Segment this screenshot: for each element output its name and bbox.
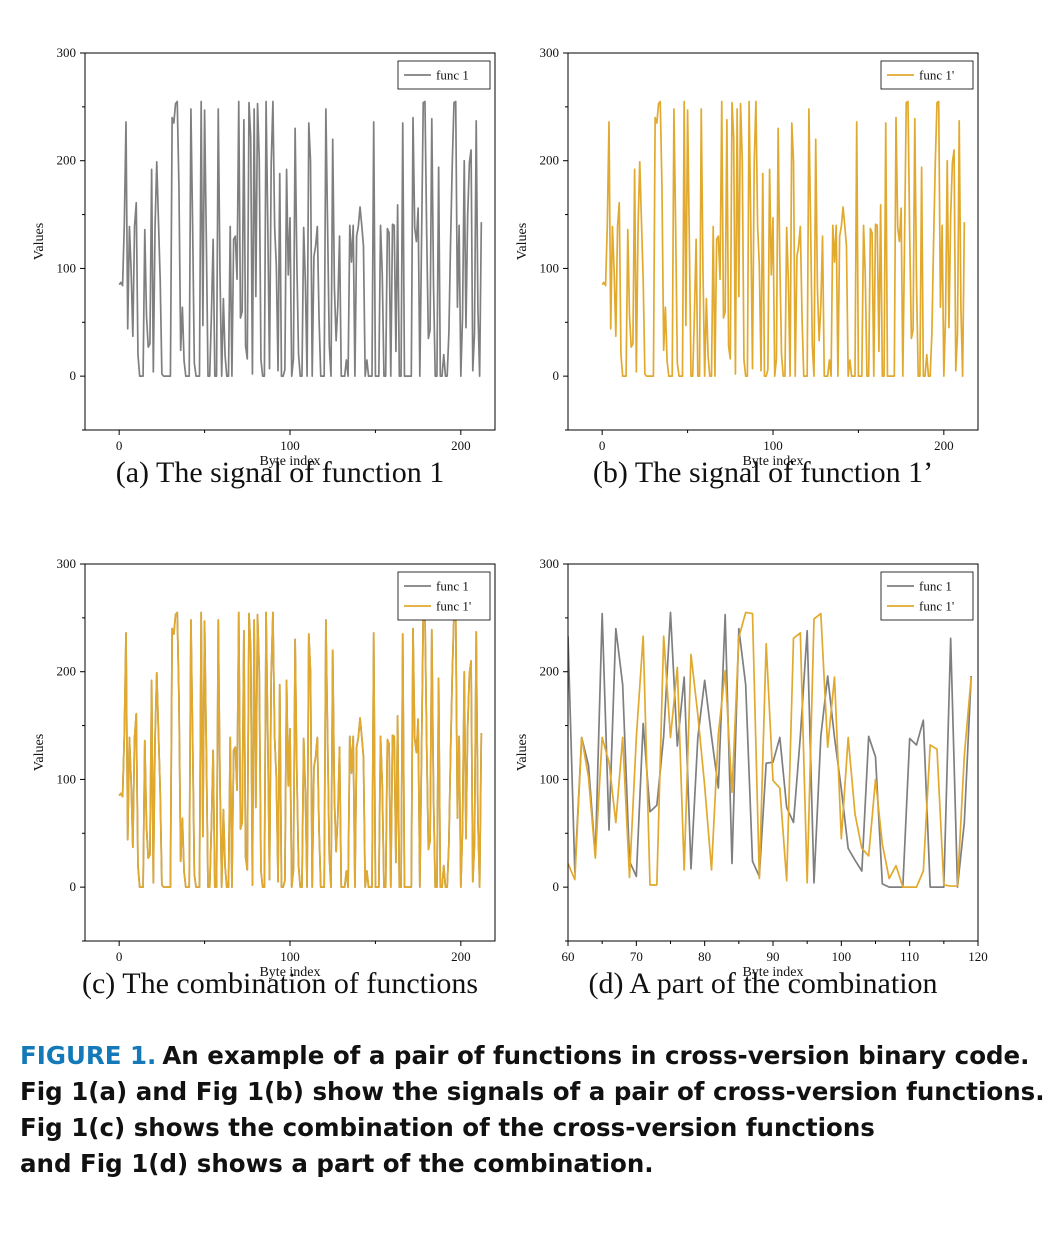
x-tick-label: 200 (934, 438, 954, 453)
y-tick-label: 0 (70, 879, 77, 894)
y-axis-label: Values (515, 734, 530, 771)
y-tick-label: 300 (540, 556, 560, 571)
x-tick-label: 60 (562, 949, 575, 964)
y-tick-label: 0 (553, 368, 560, 383)
x-tick-label: 100 (280, 438, 300, 453)
chart-b-svg: 0 100 200 0 100 200 300 Byte index Values func 1' (515, 45, 979, 469)
chart-d-svg: 60 70 80 90 100 110 120 0 100 200 300 Byte index Val… (515, 556, 988, 980)
y-axis-label: Values (515, 223, 530, 260)
x-tick-label: 110 (900, 949, 919, 964)
y-tick-label: 200 (57, 153, 77, 168)
caption-text-1: An example of a pair of functions in cro… (162, 1041, 1030, 1070)
series-line-d-0 (568, 611, 973, 888)
x-tick-label: 200 (451, 949, 471, 964)
y-tick-label: 200 (540, 153, 560, 168)
plot-frame-d (567, 563, 979, 942)
legend-box (880, 571, 974, 621)
y-tick-label: 0 (553, 879, 560, 894)
chart-panel-c: 0 100 200 0 100 200 300 Byte index Values func 1 f… (30, 541, 530, 1011)
x-axis-label: Byte index (742, 965, 803, 980)
series-line-c-1 (118, 611, 483, 888)
legend-label: func 1 (436, 579, 469, 594)
x-axis-label: Byte index (742, 454, 803, 469)
legend-label: func 1' (919, 599, 954, 614)
x-axis-label: Byte index (259, 965, 320, 980)
chart-c-svg: 0 100 200 0 100 200 300 Byte index Values func 1 f… (32, 556, 496, 980)
x-tick-label: 80 (698, 949, 711, 964)
figure-caption: FIGURE 1. An example of a pair of functio… (20, 1038, 1045, 1182)
chart-panel-a: 0 100 200 0 100 200 300 Byte index Values func 1 … (30, 30, 530, 500)
x-tick-label: 0 (116, 949, 123, 964)
caption-line-1: FIGURE 1. An example of a pair of functio… (20, 1038, 1030, 1074)
legend-label: func 1' (436, 599, 471, 614)
x-tick-label: 100 (763, 438, 783, 453)
y-tick-label: 100 (540, 260, 560, 275)
series-line-a-0 (118, 100, 483, 377)
chart-panel-b: 0 100 200 0 100 200 300 Byte index Values func 1'… (513, 30, 1013, 500)
legend-label: func 1 (919, 579, 952, 594)
legend-label: func 1' (919, 68, 954, 83)
subcaption-b: (b) The signal of function 1’ (592, 456, 934, 489)
x-axis-label: Byte index (259, 454, 320, 469)
x-tick-label: 70 (630, 949, 643, 964)
y-tick-label: 100 (540, 771, 560, 786)
chart-panel-d: 60 70 80 90 100 110 120 0 100 200 300 Byte index Val… (513, 541, 1013, 1011)
caption-label: FIGURE 1. (20, 1041, 157, 1070)
y-tick-label: 0 (70, 368, 77, 383)
x-tick-label: 200 (451, 438, 471, 453)
caption-line-2: Fig 1(a) and Fig 1(b) show the signals o… (20, 1077, 1045, 1106)
y-axis-label: Values (32, 223, 47, 260)
series-line-b-0 (601, 100, 966, 377)
legend-box (397, 571, 491, 621)
legend-label: func 1 (436, 68, 469, 83)
y-tick-label: 100 (57, 260, 77, 275)
subcaption-a: (a) The signal of function 1 (115, 456, 445, 489)
x-tick-label: 90 (767, 949, 780, 964)
y-tick-label: 300 (57, 556, 77, 571)
subcaption-c: (c) The combination of functions (81, 967, 478, 1000)
x-tick-label: 100 (832, 949, 852, 964)
y-tick-label: 300 (57, 45, 77, 60)
y-tick-label: 100 (57, 771, 77, 786)
y-tick-label: 200 (540, 664, 560, 679)
y-tick-label: 300 (540, 45, 560, 60)
x-tick-label: 0 (599, 438, 606, 453)
caption-line-3: Fig 1(c) shows the combination of the cr… (20, 1113, 875, 1142)
subcaption-d: (d) A part of the combination (588, 967, 938, 1000)
chart-a-svg: 0 100 200 0 100 200 300 Byte index Values func 1 (32, 45, 496, 469)
y-axis-label: Values (32, 734, 47, 771)
x-tick-label: 120 (968, 949, 988, 964)
series-line-d-1 (568, 611, 973, 888)
x-tick-label: 100 (280, 949, 300, 964)
x-tick-label: 0 (116, 438, 123, 453)
y-tick-label: 200 (57, 664, 77, 679)
caption-line-4: and Fig 1(d) shows a part of the combina… (20, 1149, 654, 1178)
